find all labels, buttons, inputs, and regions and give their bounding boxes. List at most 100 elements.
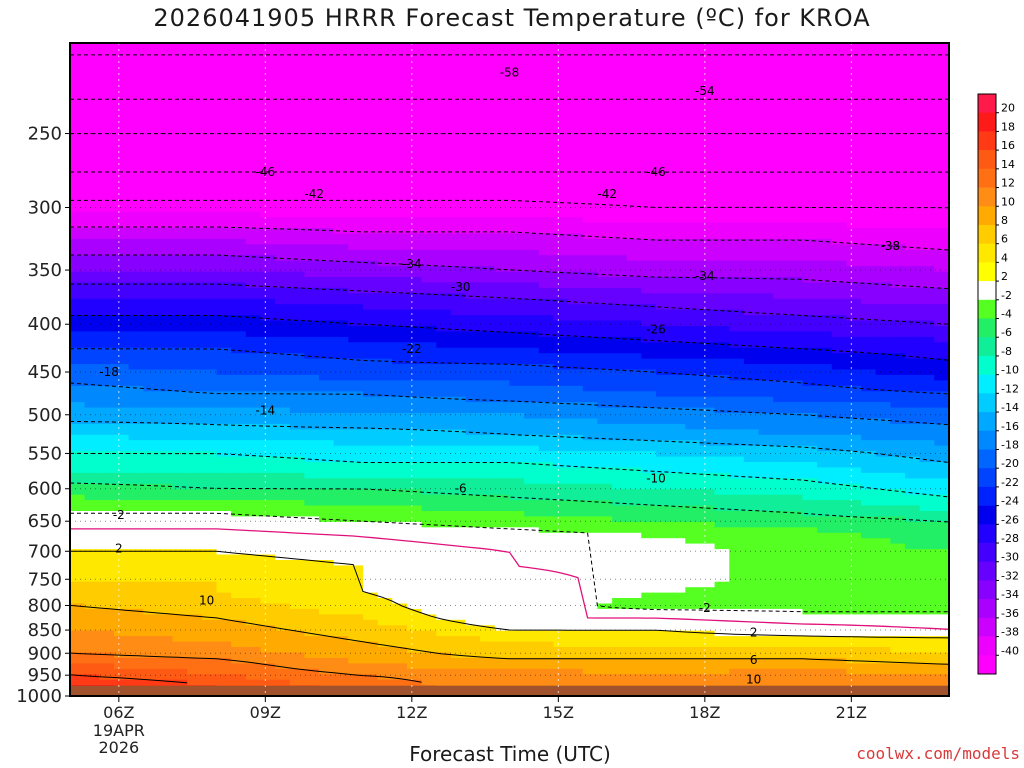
temperature-cell bbox=[128, 347, 144, 354]
temperature-cell bbox=[319, 347, 335, 354]
temperature-cell bbox=[84, 587, 100, 594]
temperature-cell bbox=[538, 277, 555, 283]
temperature-cell bbox=[201, 489, 218, 496]
temperature-cell bbox=[597, 598, 613, 604]
temperature-cell bbox=[187, 521, 203, 528]
temperature-cell bbox=[465, 374, 481, 381]
temperature-cell bbox=[509, 413, 525, 419]
temperature-cell bbox=[319, 440, 335, 447]
temperature-cell bbox=[275, 211, 291, 218]
temperature-cell bbox=[421, 663, 437, 670]
temperature-cell bbox=[348, 173, 364, 180]
temperature-cell bbox=[304, 505, 320, 512]
temperature-cell bbox=[465, 266, 481, 273]
temperature-cell bbox=[128, 625, 144, 632]
temperature-cell bbox=[494, 576, 511, 583]
temperature-cell bbox=[465, 385, 481, 392]
temperature-cell bbox=[231, 641, 247, 648]
temperature-cell bbox=[172, 516, 188, 523]
temperature-cell bbox=[377, 625, 393, 632]
temperature-cell bbox=[392, 277, 408, 283]
temperature-cell bbox=[70, 560, 86, 566]
temperature-cell bbox=[392, 271, 408, 278]
temperature-cell bbox=[480, 326, 496, 332]
temperature-cell bbox=[348, 217, 364, 224]
temperature-cell bbox=[421, 560, 437, 566]
temperature-cell bbox=[172, 135, 188, 142]
temperature-cell bbox=[84, 679, 100, 686]
temperature-cell bbox=[568, 249, 584, 256]
temperature-cell bbox=[407, 217, 423, 224]
temperature-cell bbox=[626, 326, 642, 332]
temperature-cell bbox=[143, 347, 159, 354]
temperature-cell bbox=[114, 478, 130, 485]
temperature-cell bbox=[84, 603, 100, 610]
temperature-cell bbox=[99, 538, 115, 545]
temperature-cell bbox=[304, 674, 320, 681]
temperature-cell bbox=[450, 97, 467, 104]
temperature-cell bbox=[201, 532, 218, 539]
temperature-cell bbox=[421, 43, 437, 49]
temperature-cell bbox=[172, 336, 188, 343]
temperature-cell bbox=[245, 113, 262, 120]
temperature-cell bbox=[114, 304, 130, 311]
temperature-cell bbox=[289, 538, 306, 545]
temperature-cell bbox=[333, 413, 349, 419]
temperature-cell bbox=[407, 222, 423, 229]
temperature-cell bbox=[143, 151, 159, 158]
temperature-cell bbox=[143, 663, 159, 670]
temperature-cell bbox=[509, 249, 525, 256]
temperature-cell bbox=[436, 282, 452, 289]
temperature-cell bbox=[582, 521, 599, 528]
temperature-cell bbox=[509, 238, 525, 245]
temperature-cell bbox=[201, 478, 218, 485]
temperature-cell bbox=[201, 445, 218, 452]
temperature-cell bbox=[363, 53, 379, 60]
temperature-cell bbox=[392, 157, 408, 164]
temperature-cell bbox=[392, 472, 408, 479]
temperature-cell bbox=[582, 380, 599, 387]
temperature-cell bbox=[319, 315, 335, 322]
temperature-cell bbox=[187, 309, 203, 316]
temperature-cell bbox=[363, 418, 379, 425]
temperature-cell bbox=[84, 543, 100, 550]
temperature-cell bbox=[465, 233, 481, 240]
temperature-cell bbox=[187, 581, 203, 588]
temperature-cell bbox=[187, 538, 203, 545]
temperature-cell bbox=[421, 472, 437, 479]
temperature-cell bbox=[70, 189, 86, 196]
temperature-cell bbox=[377, 445, 393, 452]
temperature-cell bbox=[641, 440, 657, 447]
temperature-cell bbox=[509, 478, 525, 485]
temperature-cell bbox=[216, 315, 232, 322]
temperature-cell bbox=[260, 92, 276, 98]
temperature-cell bbox=[275, 385, 291, 392]
temperature-cell bbox=[641, 636, 657, 643]
temperature-cell bbox=[275, 200, 291, 207]
temperature-cell bbox=[84, 554, 100, 561]
temperature-cell bbox=[641, 249, 657, 256]
temperature-cell bbox=[465, 277, 481, 283]
temperature-cell bbox=[421, 342, 437, 349]
temperature-cell bbox=[128, 614, 144, 621]
temperature-cell bbox=[421, 451, 437, 458]
temperature-cell bbox=[275, 271, 291, 278]
temperature-cell bbox=[128, 668, 144, 675]
temperature-cell bbox=[363, 184, 379, 191]
temperature-cell bbox=[509, 668, 525, 675]
temperature-cell bbox=[465, 200, 481, 207]
temperature-cell bbox=[612, 434, 628, 441]
temperature-cell bbox=[597, 151, 613, 158]
temperature-cell bbox=[656, 97, 672, 104]
temperature-cell bbox=[626, 146, 642, 153]
temperature-cell bbox=[392, 674, 408, 681]
temperature-cell bbox=[450, 271, 467, 278]
temperature-cell bbox=[216, 505, 232, 512]
temperature-cell bbox=[656, 587, 672, 594]
temperature-cell bbox=[304, 48, 320, 55]
temperature-cell bbox=[245, 369, 262, 376]
temperature-cell bbox=[114, 630, 130, 637]
temperature-cell bbox=[612, 189, 628, 196]
temperature-cell bbox=[348, 108, 364, 115]
temperature-cell bbox=[231, 53, 247, 60]
